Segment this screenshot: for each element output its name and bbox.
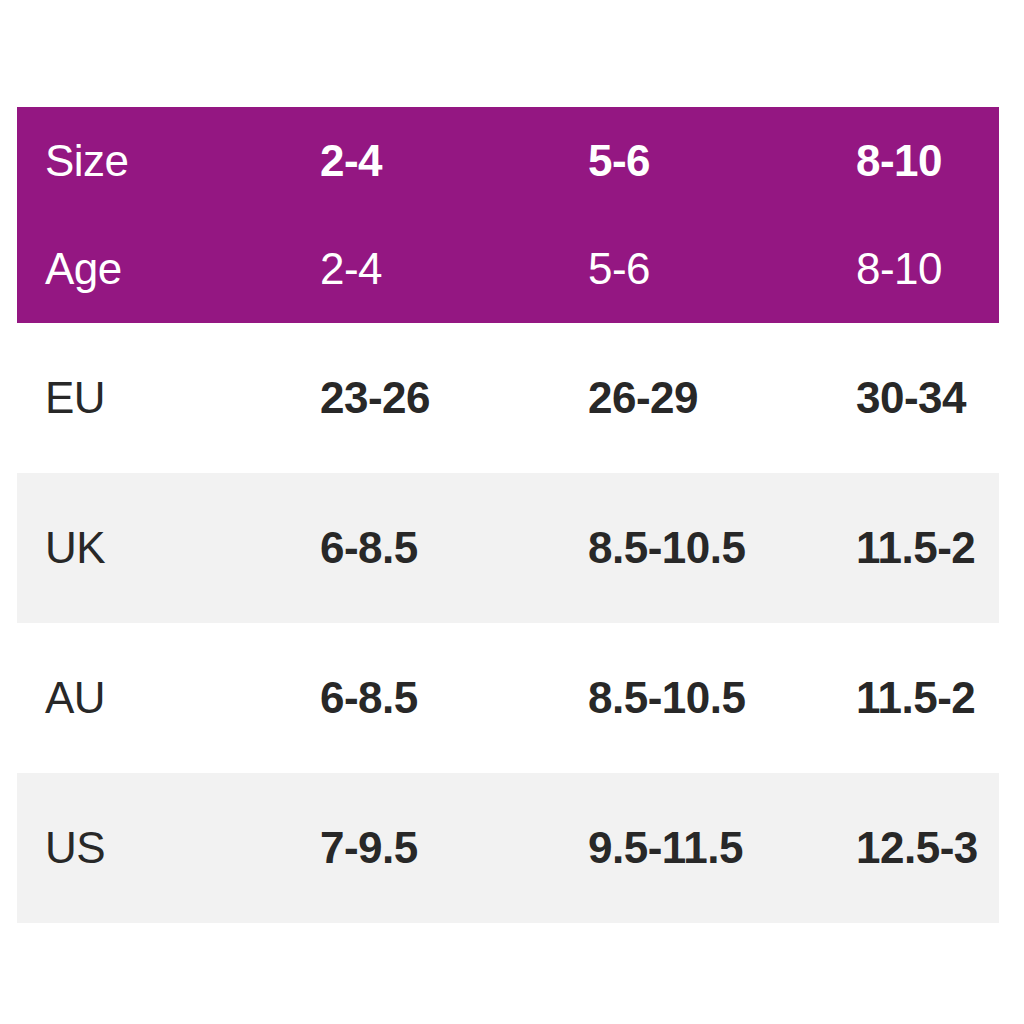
us-row-label: US bbox=[17, 823, 320, 873]
us-value-col1: 7-9.5 bbox=[320, 823, 588, 873]
size-value-col2: 5-6 bbox=[588, 136, 856, 186]
au-value-col2: 8.5-10.5 bbox=[588, 673, 856, 723]
uk-value-col2: 8.5-10.5 bbox=[588, 523, 856, 573]
age-value-col2: 5-6 bbox=[588, 244, 856, 294]
au-value-col1: 6-8.5 bbox=[320, 673, 588, 723]
uk-value-col1: 6-8.5 bbox=[320, 523, 588, 573]
size-chart-table: Size 2-4 5-6 8-10 Age 2-4 5-6 8-10 EU 23… bbox=[17, 107, 999, 923]
size-chart-header: Size 2-4 5-6 8-10 Age 2-4 5-6 8-10 bbox=[17, 107, 999, 323]
page: Size 2-4 5-6 8-10 Age 2-4 5-6 8-10 EU 23… bbox=[0, 0, 1024, 1024]
header-row-size: Size 2-4 5-6 8-10 bbox=[17, 107, 999, 215]
table-row-us: US 7-9.5 9.5-11.5 12.5-3 bbox=[17, 773, 999, 923]
eu-value-col3: 30-34 bbox=[856, 373, 999, 423]
table-row-uk: UK 6-8.5 8.5-10.5 11.5-2 bbox=[17, 473, 999, 623]
eu-value-col1: 23-26 bbox=[320, 373, 588, 423]
uk-row-label: UK bbox=[17, 523, 320, 573]
size-value-col3: 8-10 bbox=[856, 136, 999, 186]
au-value-col3: 11.5-2 bbox=[856, 673, 999, 723]
size-row-label: Size bbox=[17, 136, 320, 186]
age-value-col1: 2-4 bbox=[320, 244, 588, 294]
us-value-col3: 12.5-3 bbox=[856, 823, 999, 873]
header-row-age: Age 2-4 5-6 8-10 bbox=[17, 215, 999, 323]
au-row-label: AU bbox=[17, 673, 320, 723]
size-chart-body: EU 23-26 26-29 30-34 UK 6-8.5 8.5-10.5 1… bbox=[17, 323, 999, 923]
us-value-col2: 9.5-11.5 bbox=[588, 823, 856, 873]
age-value-col3: 8-10 bbox=[856, 244, 999, 294]
size-value-col1: 2-4 bbox=[320, 136, 588, 186]
age-row-label: Age bbox=[17, 244, 320, 294]
table-row-au: AU 6-8.5 8.5-10.5 11.5-2 bbox=[17, 623, 999, 773]
table-row-eu: EU 23-26 26-29 30-34 bbox=[17, 323, 999, 473]
eu-row-label: EU bbox=[17, 373, 320, 423]
uk-value-col3: 11.5-2 bbox=[856, 523, 999, 573]
eu-value-col2: 26-29 bbox=[588, 373, 856, 423]
